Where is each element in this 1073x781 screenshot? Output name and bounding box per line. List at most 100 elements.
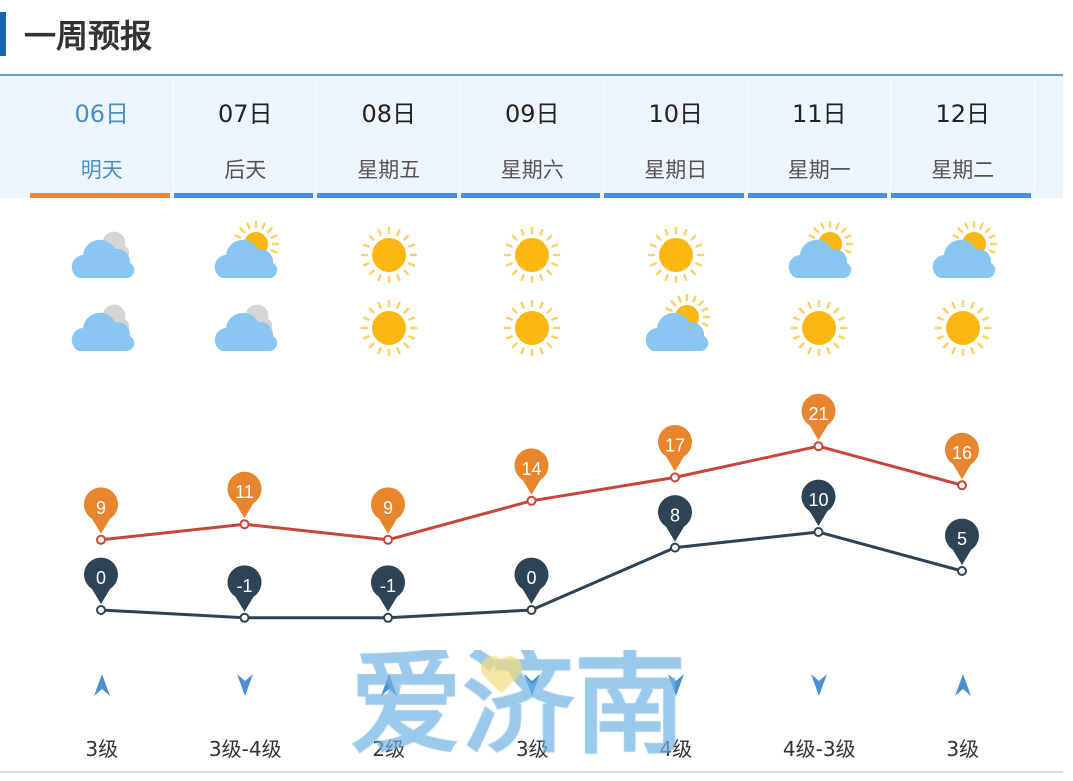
low-temperature-label: 8: [670, 506, 680, 526]
wind-item: 3级: [30, 665, 174, 762]
low-temperature-marker: 0: [84, 557, 118, 615]
divider: [0, 771, 1063, 773]
sunny-icon: [317, 220, 461, 290]
wind-item: 4级: [604, 665, 748, 762]
high-temperature-label: 9: [96, 498, 106, 518]
high-temperature-marker: 14: [514, 448, 549, 506]
low-temperature-label: 0: [526, 568, 536, 588]
low-temperature-marker: -1: [370, 565, 405, 623]
cloudy-icon: [174, 293, 318, 363]
tab-weekday: 星期日: [644, 158, 708, 182]
partly-cloudy-icon: [604, 293, 748, 363]
low-temperature-label: -1: [236, 576, 252, 596]
tab-day-1[interactable]: 07日后天: [173, 76, 317, 198]
cloudy-icon: [30, 293, 174, 363]
wind-level: 3级: [946, 737, 980, 761]
low-temperature-label: 5: [957, 529, 967, 549]
tab-indicator: [891, 193, 1031, 198]
wind-direction-down-icon: [604, 665, 748, 705]
wind-direction-down-icon: [461, 665, 605, 705]
tab-weekday: 星期五: [357, 158, 421, 182]
day-weather-icons: [30, 220, 1035, 290]
wind-item: 2级: [317, 665, 461, 762]
partly-cloudy-icon: [174, 220, 318, 290]
tab-separator: [890, 80, 891, 190]
sunny-icon: [604, 220, 748, 290]
wind-level: 4级: [659, 737, 693, 761]
wind-direction-up-icon: [317, 665, 461, 705]
wind-level: 2级: [372, 737, 406, 761]
tab-day-4[interactable]: 10日星期日: [604, 76, 748, 198]
high-temperature-marker: 11: [227, 471, 262, 530]
low-temperature-marker: -1: [227, 565, 262, 623]
wind-level: 4级-3级: [782, 737, 856, 761]
tab-weekday: 星期六: [500, 158, 564, 182]
tab-indicator: [604, 193, 744, 198]
tab-weekday: 后天: [224, 158, 267, 182]
high-temperature-marker: 16: [945, 432, 980, 491]
tab-separator: [1033, 80, 1035, 190]
page-title: 一周预报: [24, 17, 153, 55]
tab-day-5[interactable]: 11日 星期一: [747, 76, 891, 198]
tab-date: 07日: [217, 100, 273, 128]
tab-weekday: 星期二: [931, 158, 995, 182]
wind-item: 4级-3级: [748, 665, 892, 762]
low-temperature-label: 10: [808, 490, 828, 510]
tab-date: 11日: [791, 100, 847, 128]
wind-direction-down-icon: [174, 665, 318, 705]
tab-day-0[interactable]: 06日明天: [30, 76, 174, 198]
low-temperature-marker: 5: [945, 518, 980, 576]
tab-separator: [316, 80, 317, 190]
night-weather-icons: [30, 293, 1035, 363]
tab-indicator: [317, 193, 457, 198]
sunny-icon: [891, 293, 1035, 363]
tab-date: 06日: [74, 100, 130, 128]
tab-separator: [603, 80, 604, 190]
high-temperature-label: 16: [952, 443, 972, 463]
wind-direction-up-icon: [30, 665, 174, 705]
high-temperature-marker: 21: [801, 393, 836, 452]
sunny-icon: [461, 220, 605, 290]
high-temperature-label: 17: [665, 435, 685, 455]
tab-date: 08日: [361, 100, 417, 128]
tab-date: 12日: [935, 100, 991, 128]
tab-separator: [172, 80, 174, 190]
partly-cloudy-icon: [748, 220, 892, 290]
temperature-chart: 9 11 9 14 17 21 16 0 -1 -1 0 8 10 5: [84, 393, 980, 623]
tab-indicator: [747, 193, 887, 198]
divider: [0, 74, 1063, 76]
partly-cloudy-icon: [891, 220, 1035, 290]
high-temperature-marker: 9: [370, 487, 405, 545]
tab-separator: [459, 80, 461, 190]
tab-indicator: [460, 193, 600, 198]
tab-date: 10日: [648, 100, 704, 128]
tab-day-6[interactable]: 12日星期二: [891, 76, 1035, 198]
wind-level: 3级: [515, 737, 549, 761]
tab-separator: [746, 80, 748, 190]
low-temperature-label: -1: [380, 576, 396, 596]
wind-item: 3级: [461, 665, 605, 762]
section-title: 一周预报: [0, 12, 152, 56]
wind-direction-down-icon: [748, 665, 892, 705]
wind-direction-up-icon: [891, 665, 1035, 705]
high-temperature-label: 11: [235, 482, 254, 502]
high-temperature-label: 21: [808, 404, 828, 424]
high-temperature-marker: 17: [658, 424, 692, 483]
tab-weekday: 明天: [80, 158, 123, 182]
wind-row: 3级 3级-4级 2级 3级 4级 4级-3级 3级: [30, 665, 1035, 762]
low-temperature-marker: 8: [658, 495, 692, 553]
low-temperature-marker: 10: [801, 479, 836, 537]
high-temperature-label: 9: [383, 498, 393, 518]
tab-indicator: [173, 193, 313, 198]
wind-level: 3级: [85, 737, 119, 761]
cloudy-icon: [30, 220, 174, 290]
sunny-icon: [748, 293, 892, 363]
day-tabs: 06日 明天 07日 后天 08日 星期五 09日 星期六 10日 星期日 11日 星期一 12日 星期二: [30, 76, 1035, 198]
wind-item: 3级: [891, 665, 1035, 762]
tab-day-3[interactable]: 09日 星期六: [460, 76, 604, 198]
wind-item: 3级-4级: [174, 665, 318, 762]
high-temperature-label: 14: [521, 459, 541, 479]
title-accent-bar: [0, 12, 6, 56]
tab-day-2[interactable]: 08日星期五: [317, 76, 461, 198]
sunny-icon: [317, 293, 461, 363]
